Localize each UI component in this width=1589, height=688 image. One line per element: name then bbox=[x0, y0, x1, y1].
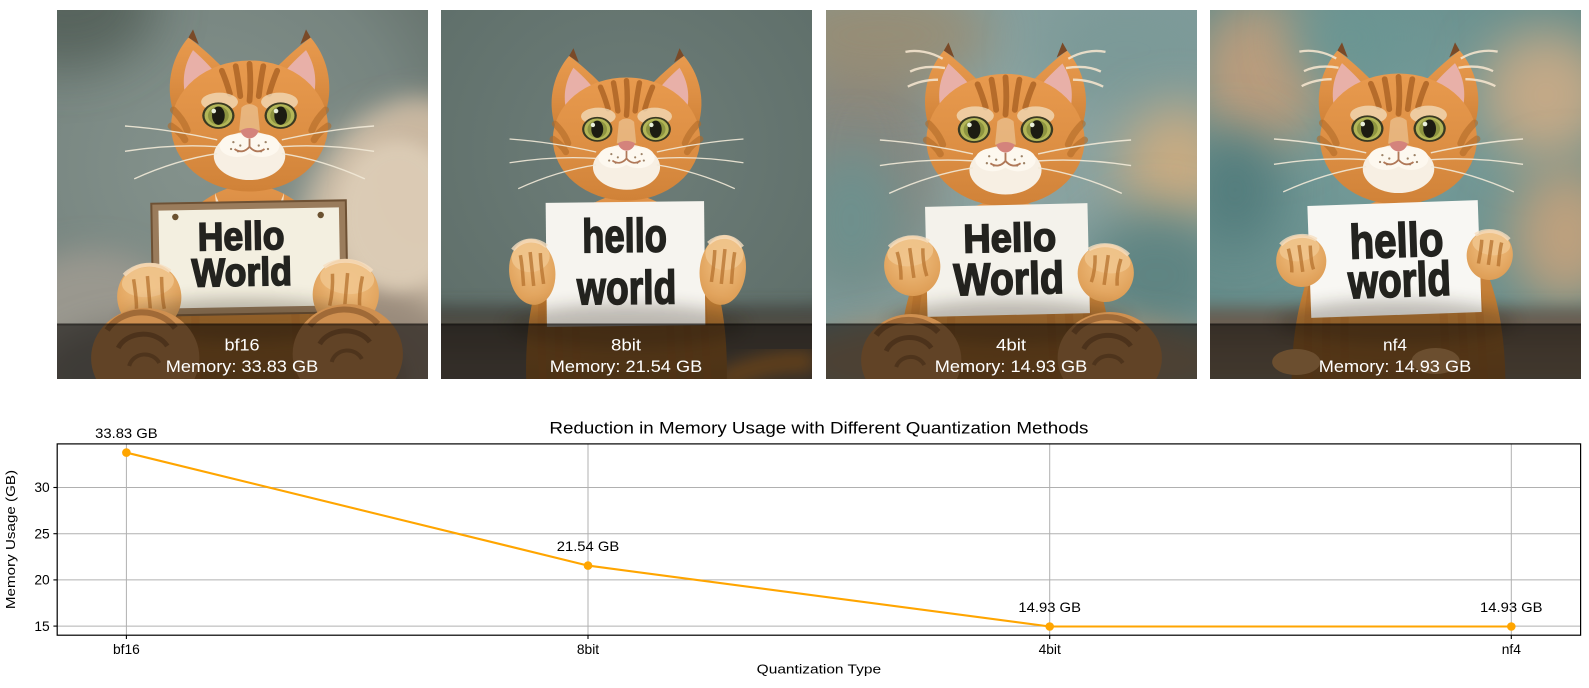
svg-text:Hello: Hello bbox=[963, 216, 1057, 262]
svg-text:Memory: 33.83 GB: Memory: 33.83 GB bbox=[166, 357, 318, 376]
svg-text:hello: hello bbox=[1349, 212, 1445, 269]
svg-text:15: 15 bbox=[34, 619, 50, 634]
svg-text:nf4: nf4 bbox=[1502, 642, 1522, 657]
svg-text:World: World bbox=[191, 250, 292, 296]
svg-text:8bit: 8bit bbox=[577, 642, 599, 657]
svg-text:4bit: 4bit bbox=[996, 335, 1026, 354]
svg-text:bf16: bf16 bbox=[224, 335, 259, 354]
svg-text:21.54 GB: 21.54 GB bbox=[557, 539, 620, 554]
svg-text:Hello: Hello bbox=[197, 214, 284, 259]
svg-text:world: world bbox=[1346, 252, 1452, 310]
svg-text:8bit: 8bit bbox=[611, 335, 641, 354]
svg-text:20: 20 bbox=[34, 573, 50, 588]
svg-text:Reduction in Memory Usage with: Reduction in Memory Usage with Different… bbox=[549, 420, 1088, 438]
svg-text:World: World bbox=[953, 252, 1064, 305]
svg-text:bf16: bf16 bbox=[113, 642, 140, 657]
svg-text:Memory: 14.93 GB: Memory: 14.93 GB bbox=[935, 357, 1087, 376]
svg-text:4bit: 4bit bbox=[1039, 642, 1061, 657]
svg-text:hello: hello bbox=[582, 209, 667, 263]
svg-text:30: 30 bbox=[34, 480, 50, 495]
svg-text:nf4: nf4 bbox=[1383, 335, 1407, 354]
svg-text:14.93 GB: 14.93 GB bbox=[1480, 600, 1543, 615]
svg-text:Quantization Type: Quantization Type bbox=[757, 662, 881, 677]
svg-text:25: 25 bbox=[34, 526, 50, 541]
svg-text:33.83 GB: 33.83 GB bbox=[95, 426, 158, 441]
svg-text:Memory: 14.93 GB: Memory: 14.93 GB bbox=[1319, 357, 1471, 376]
svg-text:Memory: 21.54 GB: Memory: 21.54 GB bbox=[550, 357, 702, 376]
svg-text:14.93 GB: 14.93 GB bbox=[1018, 600, 1081, 615]
svg-text:Memory Usage (GB): Memory Usage (GB) bbox=[3, 470, 18, 609]
